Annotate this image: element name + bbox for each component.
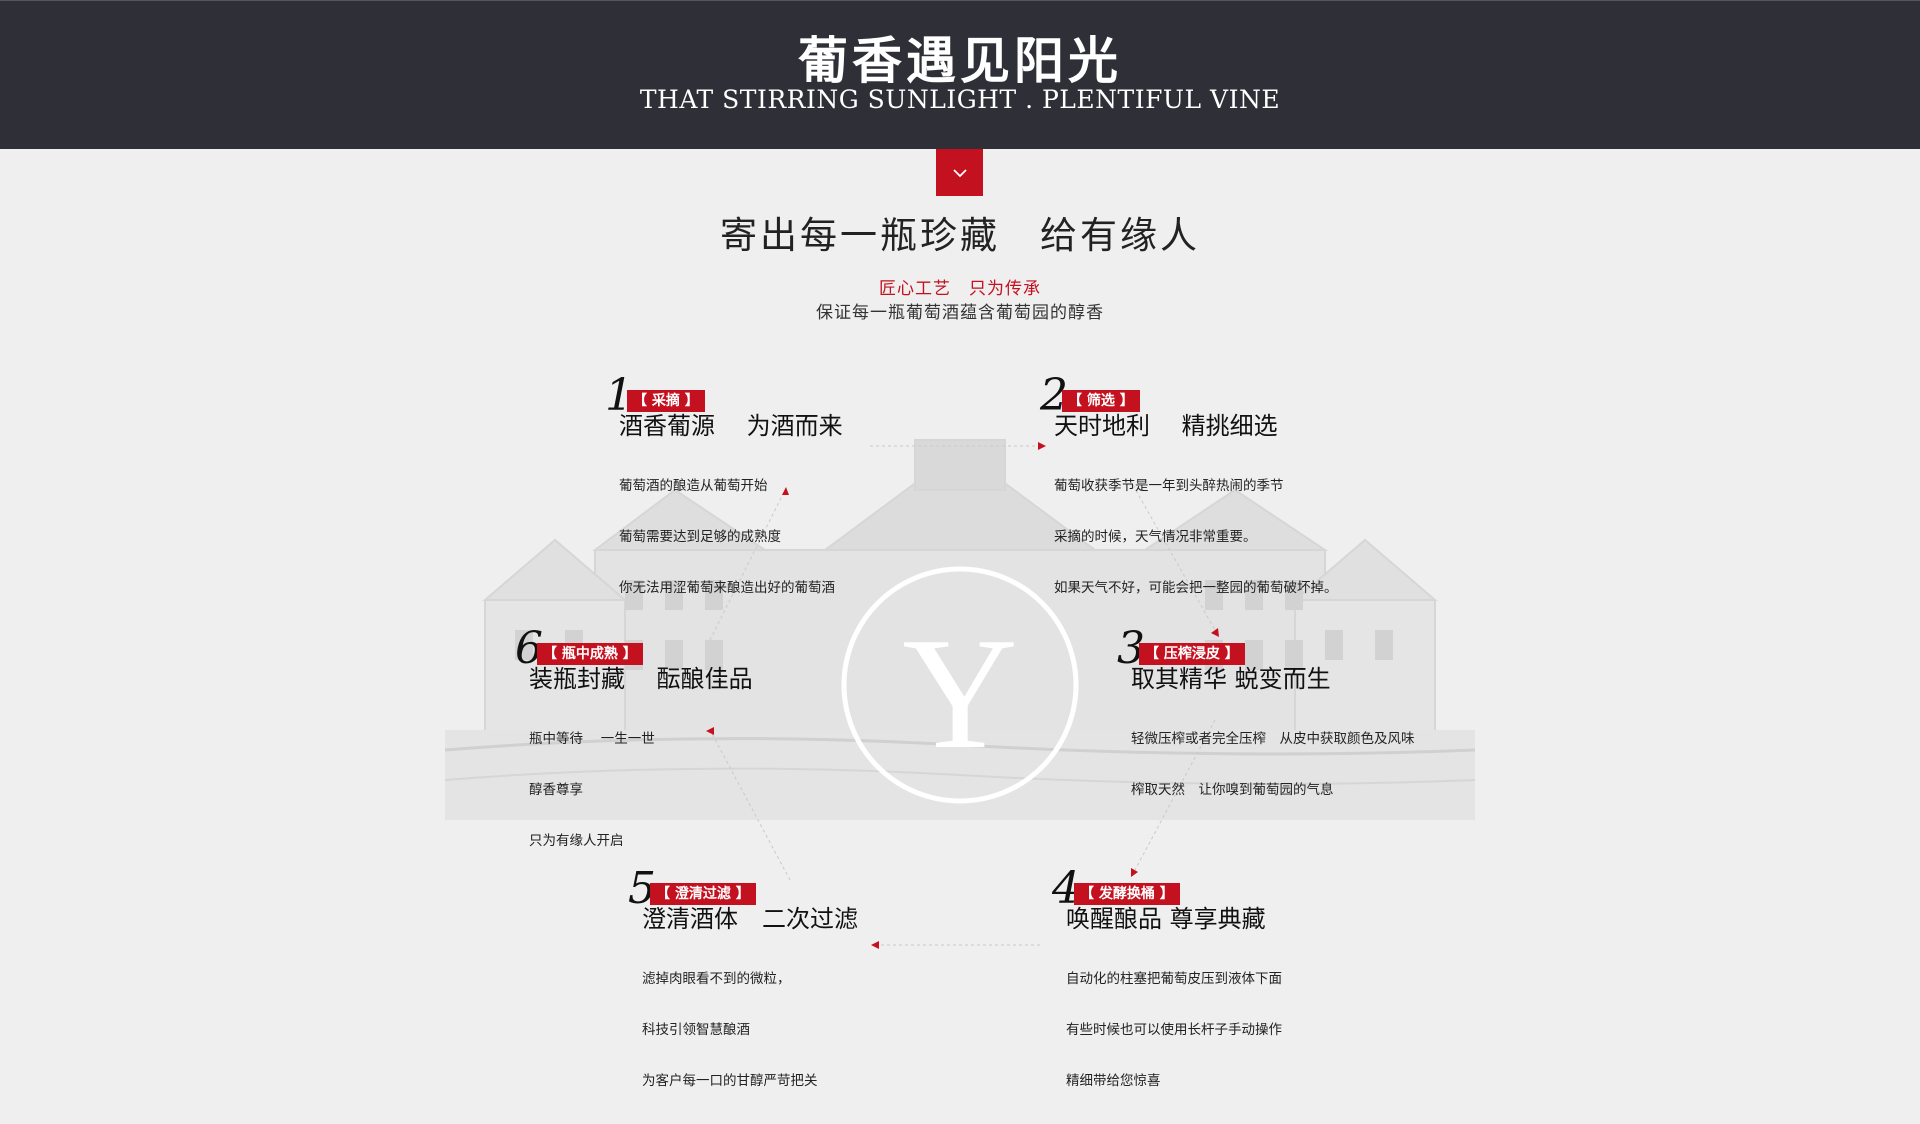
step-description: 瓶中等待 一生一世 醇香尊享 只为有缘人开启 bbox=[529, 697, 655, 884]
step-line: 自动化的柱塞把葡萄皮压到液体下面 bbox=[1066, 971, 1282, 987]
step-title: 澄清酒体 二次过滤 bbox=[642, 905, 858, 933]
step-title: 天时地利 精挑细选 bbox=[1054, 412, 1278, 440]
step-tag: 【 采摘 】 bbox=[627, 390, 705, 412]
step-line: 榨取天然 让你嗅到葡萄园的气息 bbox=[1131, 782, 1334, 798]
logo-letter: Y bbox=[902, 604, 1018, 782]
step-title: 唤醒酿品 尊享典藏 bbox=[1066, 905, 1266, 933]
step-tag: 【 发酵换桶 】 bbox=[1074, 883, 1180, 905]
step-tag: 【 筛选 】 bbox=[1062, 390, 1140, 412]
brand-logo: Y bbox=[841, 566, 1079, 804]
step-line: 瓶中等待 一生一世 bbox=[529, 731, 655, 747]
step-line: 轻微压榨或者完全压榨 从皮中获取颜色及风味 bbox=[1131, 731, 1415, 747]
step-line: 葡萄酒的酿造从葡萄开始 bbox=[619, 478, 768, 494]
step-description: 轻微压榨或者完全压榨 从皮中获取颜色及风味 榨取天然 让你嗅到葡萄园的气息 bbox=[1131, 697, 1415, 833]
banner-title: 葡香遇见阳光 bbox=[798, 31, 1122, 90]
step-title: 酒香葡源 为酒而来 bbox=[619, 412, 843, 440]
section-tagline: 保证每一瓶葡萄酒蕴含葡萄园的醇香 bbox=[816, 303, 1104, 323]
scroll-down-button[interactable] bbox=[936, 149, 983, 196]
step-line: 采摘的时候，天气情况非常重要。 bbox=[1054, 529, 1257, 545]
banner-subtitle: THAT STIRRING SUNLIGHT . PLENTIFUL VINE bbox=[639, 85, 1281, 114]
step-title: 装瓶封藏 酝酿佳品 bbox=[529, 665, 753, 693]
step-line: 你无法用涩葡萄来酿造出好的葡萄酒 bbox=[619, 580, 835, 596]
step-title: 取其精华 蜕变而生 bbox=[1131, 665, 1331, 693]
step-line: 只为有缘人开启 bbox=[529, 833, 624, 849]
step-description: 葡萄收获季节是一年到头醉热闹的季节 采摘的时候，天气情况非常重要。 如果天气不好… bbox=[1054, 444, 1338, 631]
step-tag: 【 压榨浸皮 】 bbox=[1139, 643, 1245, 665]
section-tagline-red: 匠心工艺 只为传承 bbox=[879, 279, 1041, 299]
step-line: 为客户每一口的甘醇严苛把关 bbox=[642, 1073, 818, 1089]
step-tag: 【 澄清过滤 】 bbox=[650, 883, 756, 905]
step-line: 如果天气不好，可能会把一整园的葡萄破坏掉。 bbox=[1054, 580, 1338, 596]
step-line: 有些时候也可以使用长杆子手动操作 bbox=[1066, 1022, 1282, 1038]
step-tag: 【 瓶中成熟 】 bbox=[537, 643, 643, 665]
step-line: 醇香尊享 bbox=[529, 782, 583, 798]
step-line: 滤掉肉眼看不到的微粒， bbox=[642, 971, 791, 987]
step-line: 精细带给您惊喜 bbox=[1066, 1073, 1161, 1089]
process-flow-lines bbox=[706, 442, 1219, 949]
hero-banner: 葡香遇见阳光 THAT STIRRING SUNLIGHT . PLENTIFU… bbox=[0, 0, 1920, 149]
chevron-down-icon bbox=[952, 168, 967, 177]
step-description: 葡萄酒的酿造从葡萄开始 葡萄需要达到足够的成熟度 你无法用涩葡萄来酿造出好的葡萄… bbox=[619, 444, 835, 631]
step-description: 自动化的柱塞把葡萄皮压到液体下面 有些时候也可以使用长杆子手动操作 精细带给您惊… bbox=[1066, 937, 1282, 1124]
step-line: 科技引领智慧酿酒 bbox=[642, 1022, 750, 1038]
section-headline: 寄出每一瓶珍藏 给有缘人 bbox=[720, 214, 1200, 257]
step-description: 滤掉肉眼看不到的微粒， 科技引领智慧酿酒 为客户每一口的甘醇严苛把关 bbox=[642, 937, 818, 1124]
step-line: 葡萄收获季节是一年到头醉热闹的季节 bbox=[1054, 478, 1284, 494]
step-line: 葡萄需要达到足够的成熟度 bbox=[619, 529, 781, 545]
